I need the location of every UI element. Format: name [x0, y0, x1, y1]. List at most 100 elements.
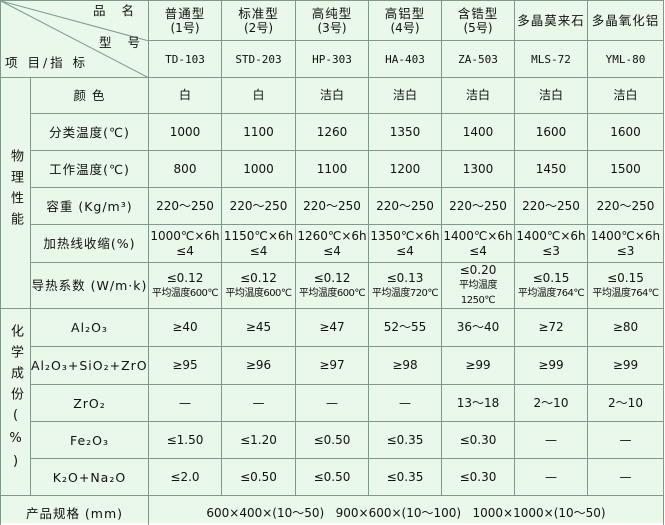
- product-name: 高铝型: [384, 5, 426, 21]
- value-line: ≤3: [616, 243, 635, 258]
- group-label: 物理性能: [8, 149, 23, 233]
- header-row: 品 名 型 号 项 目/指 标 普通型 (1号) 标准型 (2号) 高纯型 (3号) 高铝型…: [0, 0, 664, 78]
- value-cell: —: [514, 421, 588, 459]
- spec-label: 产品规格 (mm): [0, 495, 149, 525]
- column-header: 标准型 (2号): [221, 0, 296, 41]
- row-label: K₂O+Na₂O: [30, 458, 149, 496]
- product-name: 多晶莫来石: [517, 13, 585, 28]
- value-cell: 白: [148, 77, 222, 114]
- value-line: 1260℃×6h: [297, 228, 367, 243]
- value-cell: 洁白: [441, 77, 515, 114]
- value-cell: ≥72: [514, 308, 588, 347]
- value-cell: 1600: [514, 113, 588, 151]
- value-line: ≤0.12: [240, 270, 277, 285]
- value-cell: ≥96: [221, 346, 296, 385]
- value-cell: 800: [148, 150, 222, 188]
- value-cell: 220～250: [148, 187, 222, 225]
- corner-item: 项 目/指 标: [5, 55, 89, 70]
- value-cell: ≤0.35: [368, 421, 442, 459]
- row-label: 分类温度(℃): [30, 113, 149, 151]
- value-line: 平均温度764℃: [592, 287, 659, 299]
- row-label: ZrO₂: [30, 384, 149, 422]
- value-line: 1400℃×6h: [443, 228, 513, 243]
- value-cell: 13～18: [441, 384, 515, 422]
- value-cell: —: [587, 421, 664, 459]
- product-model: ZA-503: [441, 40, 515, 78]
- data-row: 化学成份(%) Al₂O₃ ≥40 ≥45 ≥47 52～55 36～40 ≥72 ≥80: [0, 308, 664, 496]
- value-line: ≤4: [323, 243, 341, 258]
- column-header: 多晶氧化铝: [587, 0, 664, 41]
- value-cell: 1350: [368, 113, 442, 151]
- value-cell: ≥99: [587, 346, 664, 385]
- value-cell: 220～250: [587, 187, 664, 225]
- value-line: ≤0.20: [459, 263, 497, 278]
- column-header: 高铝型 (4号): [368, 0, 442, 41]
- product-model: MLS-72: [514, 40, 588, 78]
- value-cell: —: [295, 384, 369, 422]
- value-cell: —: [587, 458, 664, 496]
- value-cell: 1000℃×6h ≤4: [148, 224, 222, 263]
- product-name: 含锆型: [457, 5, 499, 21]
- row-label: Al₂O₃: [30, 308, 149, 347]
- value-cell: —: [514, 458, 588, 496]
- data-row: 物理性能颜 色白白洁白 洁白 洁白 洁白 洁白: [0, 77, 664, 309]
- value-cell: ≥99: [441, 346, 515, 385]
- value-cell: —: [368, 384, 442, 422]
- value-cell: ≥47: [295, 308, 369, 347]
- product-name: 标准型: [238, 5, 279, 21]
- value-line: 平均温度600℃: [151, 287, 219, 299]
- corner-cell: 品 名 型 号 项 目/指 标: [0, 0, 149, 78]
- value-cell: 1200: [368, 150, 442, 188]
- value-cell: 1500: [587, 150, 664, 188]
- value-cell: 1600: [587, 113, 664, 151]
- value-cell: 1000: [148, 113, 222, 151]
- value-cell: ≥40: [148, 308, 222, 347]
- product-name: 多晶氧化铝: [591, 13, 660, 28]
- value-cell: 1260: [295, 113, 369, 151]
- group-cell: 物理性能: [0, 77, 31, 309]
- data-row: ZrO₂ — — — —13～18 2～10 2～10: [1, 384, 664, 422]
- value-cell: ≤0.15 平均温度764℃: [587, 262, 664, 309]
- value-cell: ≤0.12 平均温度600℃: [221, 262, 296, 309]
- value-line: 1400℃×6h: [516, 228, 586, 243]
- product-number: (3号): [317, 20, 347, 35]
- value-line: ≤0.15: [532, 270, 570, 285]
- row-label: 容重 (Kg/m³): [30, 187, 149, 225]
- row-label: 工作温度(℃): [30, 150, 149, 188]
- value-cell: 220～250: [221, 187, 296, 225]
- value-cell: 36～40: [441, 308, 515, 347]
- value-cell: ≥95: [148, 346, 222, 385]
- value-cell: 白: [221, 77, 296, 114]
- value-cell: 1000: [221, 150, 296, 188]
- row-label: Al₂O₃+SiO₂+ZrO₂: [30, 346, 149, 385]
- value-line: 平均温度720℃: [371, 287, 439, 299]
- product-model: TD-103: [148, 40, 222, 78]
- value-cell: 220～250: [441, 187, 515, 225]
- value-cell: 1350℃×6h ≤4: [368, 224, 442, 263]
- value-line: 平均温度600℃: [298, 287, 366, 299]
- value-cell: 1260℃×6h ≤4: [295, 224, 369, 263]
- value-line: 平均温度600℃: [225, 287, 292, 299]
- column-header: 含锆型 (5号): [441, 0, 515, 41]
- value-line: 1400℃×6h: [590, 228, 661, 243]
- value-cell: 1400: [441, 113, 515, 151]
- value-line: 平均温度1250℃: [459, 280, 498, 306]
- column-header: 高纯型 (3号): [295, 0, 369, 41]
- product-number: (2号): [244, 20, 273, 35]
- value-cell: 220～250: [514, 187, 588, 225]
- value-line: ≤4: [396, 243, 414, 258]
- value-cell: 1400℃×6h ≤4: [441, 224, 515, 263]
- row-label: 加热线收缩(%): [30, 224, 149, 263]
- column-header: 普通型 (1号): [148, 0, 222, 41]
- value-cell: ≤2.0: [148, 458, 222, 496]
- data-row: 导热系数 (W/m·k) ≤0.12 平均温度600℃ ≤0.12 平均温度600℃ ≤0…: [1, 262, 664, 309]
- value-cell: —: [148, 384, 222, 422]
- value-cell: 洁白: [587, 77, 664, 114]
- value-line: ≤3: [542, 243, 560, 258]
- value-cell: 2～10: [587, 384, 664, 422]
- corner-name: 品 名: [93, 3, 140, 18]
- value-line: ≤0.13: [386, 270, 424, 285]
- value-cell: 1150℃×6h ≤4: [221, 224, 296, 263]
